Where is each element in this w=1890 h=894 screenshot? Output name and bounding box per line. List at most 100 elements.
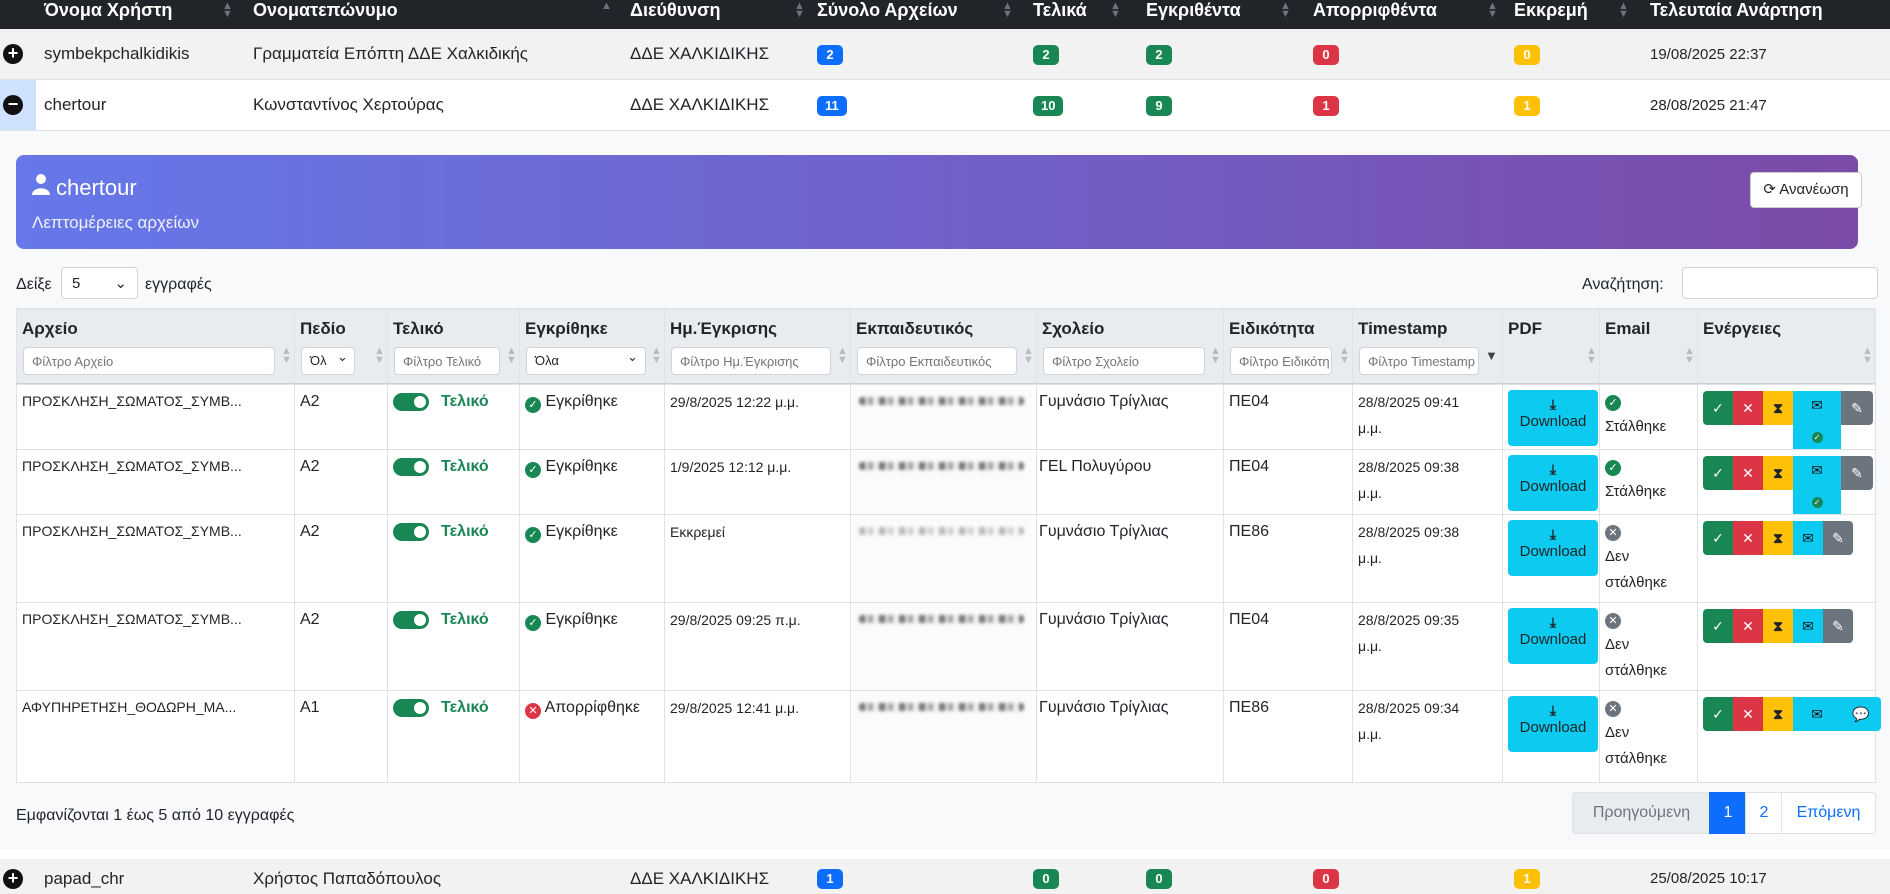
col-approved[interactable]: Εγκριθέντα xyxy=(1146,0,1241,20)
col-direction[interactable]: Διεύθυνση xyxy=(630,0,721,20)
edit-button[interactable]: ✎ xyxy=(1841,391,1873,425)
filter-timestamp-input[interactable] xyxy=(1359,347,1479,375)
filter-specialty-input[interactable] xyxy=(1230,347,1332,375)
reject-button[interactable]: ✕ xyxy=(1733,697,1763,731)
final-toggle[interactable] xyxy=(393,393,429,411)
col-rejected[interactable]: Απορριφθέντα xyxy=(1313,0,1437,20)
col-teacher[interactable]: Εκπαιδευτικός xyxy=(856,319,974,338)
search-input[interactable] xyxy=(1682,267,1878,299)
file-name[interactable]: ΠΡΟΣΚΛΗΣΗ_ΣΩΜΑΤΟΣ_ΣΥΜΒ... xyxy=(22,393,242,409)
sort-icon[interactable]: ▲ ▼ xyxy=(1862,345,1873,366)
sort-icon[interactable]: ▲ ▼ xyxy=(1339,345,1350,366)
email-button[interactable]: ✉ xyxy=(1793,521,1823,555)
final-toggle[interactable] xyxy=(393,699,429,717)
reject-button[interactable]: ✕ xyxy=(1733,521,1763,555)
reject-button[interactable]: ✕ xyxy=(1733,456,1763,490)
col-approval-date[interactable]: Ημ.Έγκρισης xyxy=(670,319,777,338)
col-school[interactable]: Σχολείο xyxy=(1042,319,1105,338)
expand-control[interactable]: + xyxy=(0,29,36,77)
col-pending[interactable]: Εκκρεμή xyxy=(1514,0,1588,20)
col-approved[interactable]: Εγκρίθηκε xyxy=(525,319,608,338)
col-actions[interactable]: Ενέργειες xyxy=(1703,319,1782,338)
filter-date-input[interactable] xyxy=(671,347,831,375)
sort-icon[interactable]: ▲ ▼ xyxy=(1023,345,1034,366)
filter-final-input[interactable] xyxy=(394,347,500,375)
final-toggle[interactable] xyxy=(393,458,429,476)
comment-button[interactable]: 💬 xyxy=(1841,697,1881,731)
email-button[interactable]: ✉ xyxy=(1793,609,1823,643)
minus-circle-icon[interactable]: − xyxy=(3,95,23,115)
hourglass-button[interactable]: ⧗ xyxy=(1763,697,1793,731)
approve-button[interactable]: ✓ xyxy=(1703,521,1733,555)
sort-desc-icon[interactable]: ▼ xyxy=(1485,348,1498,363)
col-field[interactable]: Πεδίο xyxy=(300,319,346,338)
plus-circle-icon[interactable]: + xyxy=(3,44,23,64)
prev-page-button[interactable]: Προηγούμενη xyxy=(1572,792,1711,834)
refresh-button[interactable]: ⟳ Ανανέωση xyxy=(1750,172,1862,208)
file-name[interactable]: ΠΡΟΣΚΛΗΣΗ_ΣΩΜΑΤΟΣ_ΣΥΜΒ... xyxy=(22,523,242,539)
sort-icon[interactable]: ▲ ▼ xyxy=(222,0,233,20)
sort-icon[interactable]: ▲ ▼ xyxy=(1487,0,1498,20)
file-name[interactable]: ΑΦΥΠΗΡΕΤΗΣΗ_ΘΟΔΩΡΗ_ΜΑ... xyxy=(22,699,237,715)
col-pdf[interactable]: PDF xyxy=(1508,319,1542,338)
download-button[interactable]: ⤓ Download xyxy=(1508,696,1598,752)
hourglass-button[interactable]: ⧗ xyxy=(1763,456,1793,490)
sort-icon[interactable]: ▲ ▼ xyxy=(1210,345,1221,366)
col-timestamp[interactable]: Timestamp xyxy=(1358,319,1448,338)
sort-icon[interactable]: ▲ ▼ xyxy=(837,345,848,366)
final-toggle[interactable] xyxy=(393,523,429,541)
page-2-button[interactable]: 2 xyxy=(1745,792,1783,834)
col-final[interactable]: Τελικά xyxy=(1033,0,1087,20)
sort-icon[interactable]: ▲ ▼ xyxy=(281,345,292,366)
final-toggle[interactable] xyxy=(393,611,429,629)
filter-file-input[interactable] xyxy=(23,347,275,375)
col-last-post[interactable]: Τελευταία Ανάρτηση xyxy=(1650,0,1823,20)
approve-button[interactable]: ✓ xyxy=(1703,697,1733,731)
col-username[interactable]: Όνομα Χρήστη xyxy=(44,0,173,20)
col-total[interactable]: Σύνολο Αρχείων xyxy=(817,0,958,20)
download-button[interactable]: ⤓ Download xyxy=(1508,608,1598,664)
next-page-button[interactable]: Επόμενη xyxy=(1781,792,1876,834)
col-fullname[interactable]: Ονοματεπώνυμο xyxy=(253,0,398,20)
email-button[interactable]: ✉ xyxy=(1793,697,1841,731)
collapse-control[interactable]: − xyxy=(0,80,36,130)
email-button[interactable]: ✉ ✓ xyxy=(1793,391,1841,449)
page-length-select[interactable]: 5 ⌄ xyxy=(61,267,138,299)
filter-approved-select[interactable]: Όλα xyxy=(526,347,646,375)
filter-field-select[interactable]: Όλ xyxy=(301,347,355,375)
edit-button[interactable]: ✎ xyxy=(1841,456,1873,490)
sort-icon[interactable]: ▲ ▼ xyxy=(794,0,805,20)
sort-icon[interactable]: ▲ ▼ xyxy=(506,345,517,366)
col-final[interactable]: Τελικό xyxy=(393,319,444,338)
sort-icon[interactable]: ▲ ▼ xyxy=(1110,0,1121,20)
download-button[interactable]: ⤓ Download xyxy=(1508,520,1598,576)
sort-asc-icon[interactable]: ▲ xyxy=(601,0,612,12)
plus-circle-icon[interactable]: + xyxy=(3,869,23,889)
email-button[interactable]: ✉ ✓ xyxy=(1793,456,1841,514)
edit-button[interactable]: ✎ xyxy=(1823,609,1853,643)
hourglass-button[interactable]: ⧗ xyxy=(1763,521,1793,555)
download-button[interactable]: ⤓ Download xyxy=(1508,390,1598,446)
reject-button[interactable]: ✕ xyxy=(1733,391,1763,425)
download-button[interactable]: ⤓ Download xyxy=(1508,455,1598,511)
file-name[interactable]: ΠΡΟΣΚΛΗΣΗ_ΣΩΜΑΤΟΣ_ΣΥΜΒ... xyxy=(22,611,242,627)
col-email[interactable]: Email xyxy=(1605,319,1651,338)
sort-icon[interactable]: ▲ ▼ xyxy=(1586,345,1597,366)
col-file[interactable]: Αρχείο xyxy=(22,319,78,338)
approve-button[interactable]: ✓ xyxy=(1703,391,1733,425)
filter-school-input[interactable] xyxy=(1043,347,1205,375)
sort-icon[interactable]: ▲ ▼ xyxy=(1280,0,1291,20)
hourglass-button[interactable]: ⧗ xyxy=(1763,391,1793,425)
expand-control[interactable]: + xyxy=(0,859,36,894)
col-specialty[interactable]: Ειδικότητα xyxy=(1229,319,1315,338)
file-name[interactable]: ΠΡΟΣΚΛΗΣΗ_ΣΩΜΑΤΟΣ_ΣΥΜΒ... xyxy=(22,458,242,474)
approve-button[interactable]: ✓ xyxy=(1703,609,1733,643)
approve-button[interactable]: ✓ xyxy=(1703,456,1733,490)
sort-icon[interactable]: ▲ ▼ xyxy=(1618,0,1629,20)
sort-icon[interactable]: ▲ ▼ xyxy=(374,345,385,366)
hourglass-button[interactable]: ⧗ xyxy=(1763,609,1793,643)
sort-icon[interactable]: ▲ ▼ xyxy=(1002,0,1013,20)
page-1-button[interactable]: 1 xyxy=(1709,792,1747,834)
reject-button[interactable]: ✕ xyxy=(1733,609,1763,643)
sort-icon[interactable]: ▲ ▼ xyxy=(1684,345,1695,366)
